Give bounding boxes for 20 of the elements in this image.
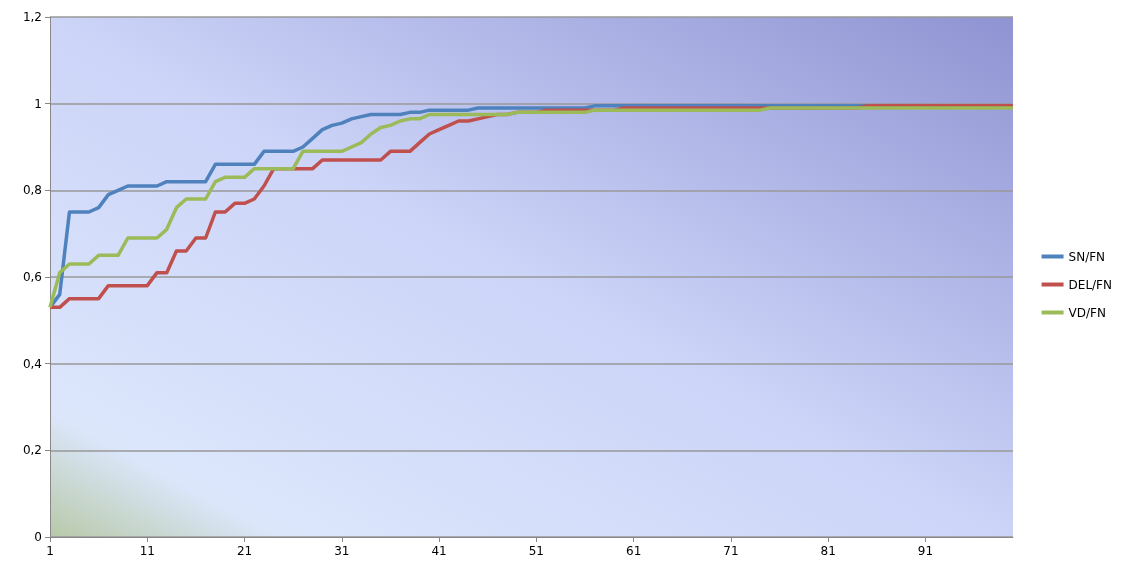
x-tick-label: 61	[626, 544, 642, 558]
y-tick-label: 1	[34, 96, 42, 111]
x-tick-label: 11	[139, 544, 155, 558]
y-tick-label: 0,8	[22, 183, 42, 198]
legend-label: SN/FN	[1068, 249, 1106, 264]
x-tick-label: 41	[431, 544, 447, 558]
y-tick-label: 0,4	[22, 356, 42, 371]
y-tick-label: 1,2	[22, 10, 42, 24]
y-tick-label: 0	[34, 530, 42, 544]
x-tick-label: 71	[723, 544, 739, 558]
x-tick-label: 31	[334, 544, 350, 558]
x-tick-label: 81	[820, 544, 836, 558]
x-tick-label: 91	[917, 544, 934, 558]
y-tick-label: 0,2	[22, 443, 42, 458]
x-tick-label: 51	[528, 544, 544, 558]
x-tick-label: 21	[236, 544, 253, 558]
legend-label: VD/FN	[1068, 305, 1106, 320]
legend-label: DEL/FN	[1068, 277, 1113, 292]
y-tick-label: 0,6	[22, 270, 42, 284]
x-tick-label: 1	[46, 544, 54, 558]
